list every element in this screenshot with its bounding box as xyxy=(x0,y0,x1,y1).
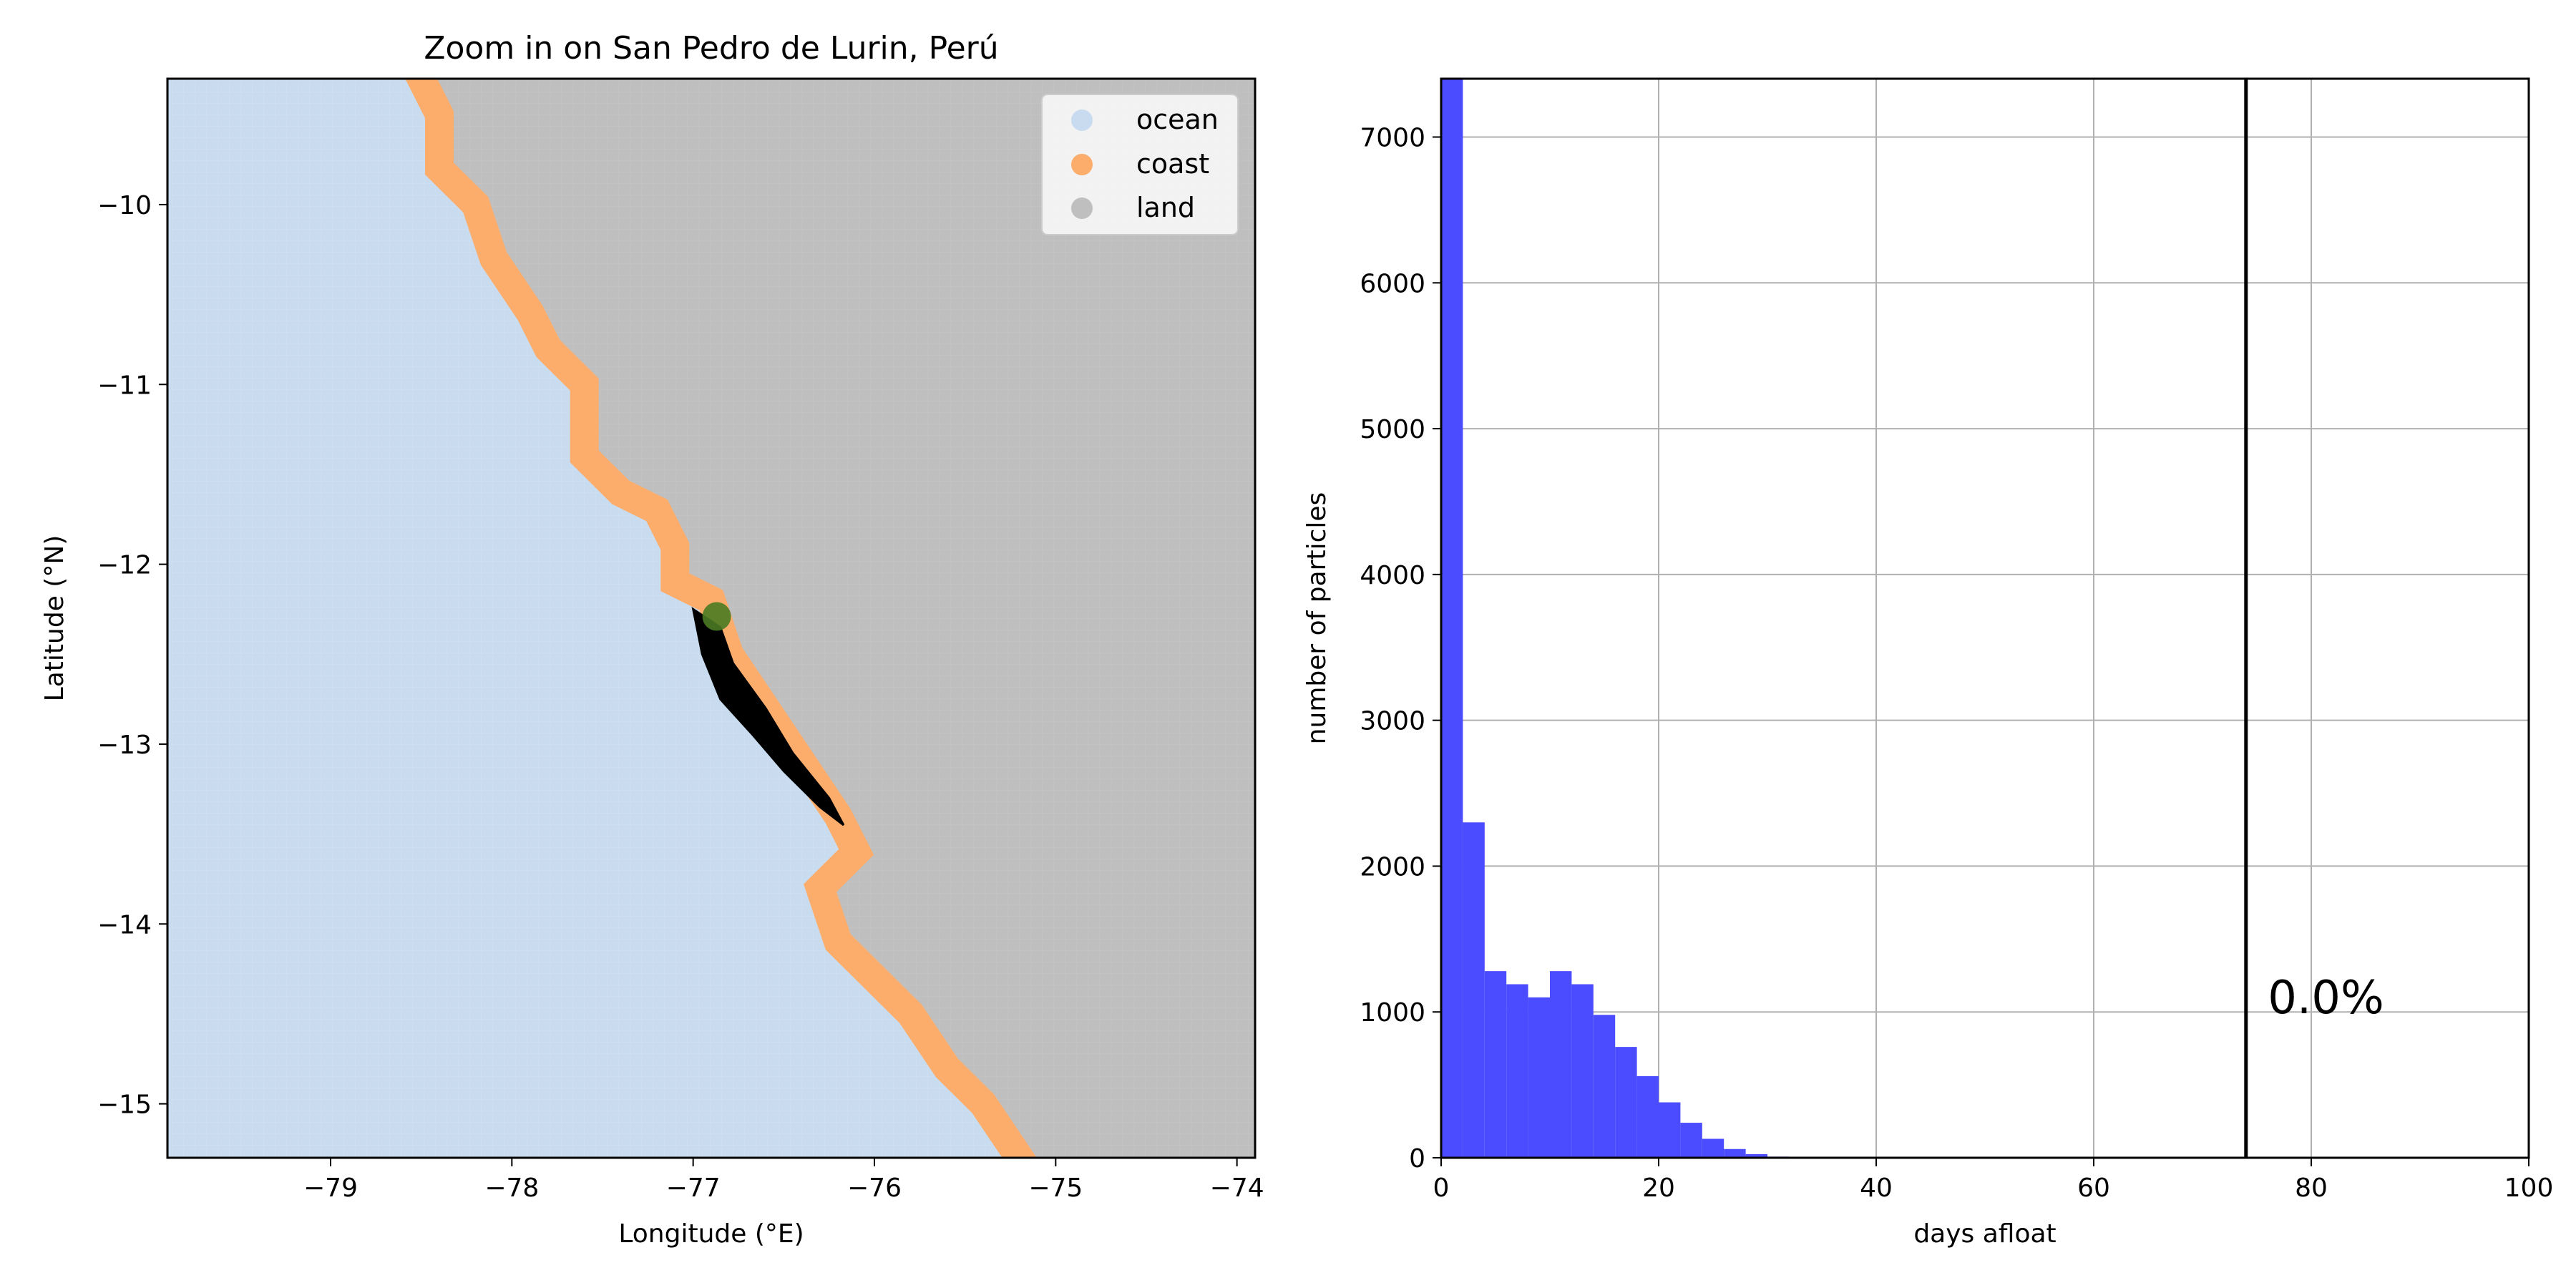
map-x-ticks: −79 −78 −77 −76 −75 −74 xyxy=(303,1158,1264,1203)
histogram-y-axis-label: number of particles xyxy=(1302,492,1332,745)
map-y-tick-label: −13 xyxy=(97,731,152,760)
histogram-x-tick-label: 100 xyxy=(2504,1174,2554,1203)
histogram-x-tick-label: 20 xyxy=(1642,1174,1675,1203)
legend-box xyxy=(1041,94,1239,235)
map-y-tick-label: −10 xyxy=(97,191,152,220)
coast-band xyxy=(405,79,1037,1158)
percentage-annotation: 0.0% xyxy=(2268,972,2384,1025)
map-title: Zoom in on San Pedro de Lurin, Perú xyxy=(424,30,998,67)
histogram-y-tick-label: 5000 xyxy=(1360,415,1425,444)
histogram-y-tick-label: 2000 xyxy=(1360,852,1425,882)
map-y-axis-label: Latitude (°N) xyxy=(40,535,69,702)
map-x-tick-label: −78 xyxy=(484,1174,539,1203)
legend-coast-label: coast xyxy=(1136,148,1209,180)
histogram-y-ticks: 0 1000 2000 3000 4000 5000 6000 7000 xyxy=(1360,124,1441,1174)
histogram-bars xyxy=(1441,79,1790,1158)
histogram-y-tick-label: 3000 xyxy=(1360,707,1425,736)
histogram-x-tick-label: 0 xyxy=(1433,1174,1450,1203)
histogram-frame xyxy=(1440,77,2530,1159)
histogram-x-tick-label: 40 xyxy=(1860,1174,1893,1203)
histogram-y-tick-label: 1000 xyxy=(1360,998,1425,1028)
histogram-y-tick-label: 0 xyxy=(1409,1144,1425,1174)
legend-land-marker xyxy=(1071,197,1093,219)
histogram-x-axis-label: days afloat xyxy=(1913,1219,2056,1249)
map-x-axis-label: Longitude (°E) xyxy=(618,1219,804,1249)
map-frame xyxy=(166,77,1257,1159)
histogram-panel: 0.0% 0 20 40 60 80 100 0 1000 2000 3000 4000 5000 6… xyxy=(1302,77,2554,1249)
land-area xyxy=(421,79,1255,1158)
map-x-tick-label: −77 xyxy=(666,1174,721,1203)
histogram-bar xyxy=(1636,1075,1659,1158)
histogram-x-tick-label: 60 xyxy=(2077,1174,2110,1203)
histogram-y-tick-label: 6000 xyxy=(1360,269,1425,298)
histogram-y-tick-label: 7000 xyxy=(1360,124,1425,153)
legend-ocean-marker xyxy=(1071,109,1093,131)
map-y-tick-label: −14 xyxy=(97,910,152,940)
map-x-tick-label: −75 xyxy=(1028,1174,1083,1203)
histogram-bar xyxy=(1528,997,1550,1158)
histogram-bar xyxy=(1441,79,1463,1158)
release-site-marker xyxy=(702,602,731,631)
map-y-tick-label: −15 xyxy=(97,1091,152,1120)
map-y-tick-label: −12 xyxy=(97,551,152,580)
legend-ocean-label: ocean xyxy=(1136,104,1219,135)
map-x-tick-label: −79 xyxy=(303,1174,358,1203)
histogram-bar xyxy=(1745,1153,1767,1158)
map-x-tick-label: −76 xyxy=(847,1174,902,1203)
map-legend: ocean coast land xyxy=(1041,94,1239,235)
map-y-ticks: −10 −11 −12 −13 −14 −15 xyxy=(97,191,167,1120)
histogram-bar xyxy=(1463,822,1485,1158)
histogram-bar xyxy=(1550,971,1572,1158)
map-x-tick-label: −74 xyxy=(1210,1174,1264,1203)
histogram-bar xyxy=(1593,1015,1616,1158)
histogram-y-tick-label: 4000 xyxy=(1360,561,1425,590)
histogram-bar xyxy=(1702,1138,1724,1158)
histogram-x-ticks: 0 20 40 60 80 100 xyxy=(1433,1158,2554,1203)
histogram-bar xyxy=(1506,984,1528,1158)
histogram-bar xyxy=(1484,971,1507,1158)
histogram-x-tick-label: 80 xyxy=(2295,1174,2328,1203)
histogram-bar xyxy=(1680,1123,1702,1158)
trajectory-band xyxy=(691,607,845,826)
histogram-bar xyxy=(1571,984,1594,1158)
histogram-bar xyxy=(1724,1148,1746,1158)
map-y-tick-label: −11 xyxy=(97,371,152,400)
histogram-bar xyxy=(1659,1102,1681,1158)
map-panel: Zoom in on San Pedro de Lurin, Perú −79−… xyxy=(40,30,1264,1249)
histogram-bar xyxy=(1615,1047,1637,1158)
legend-coast-marker xyxy=(1071,154,1093,175)
legend-land-label: land xyxy=(1136,192,1195,223)
